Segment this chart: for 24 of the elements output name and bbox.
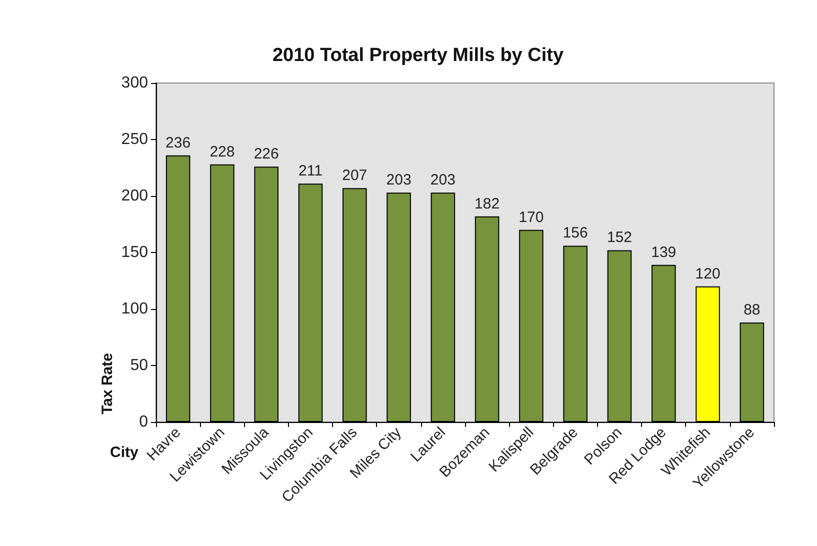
x-axis-title: City	[110, 444, 139, 461]
y-tick-label: 150	[121, 244, 148, 261]
data-label: 88	[744, 302, 760, 319]
y-tick-label: 250	[121, 131, 148, 148]
chart-title: 2010 Total Property Mills by City	[272, 45, 564, 66]
y-tick-label: 100	[121, 300, 148, 318]
data-label: 207	[342, 167, 368, 184]
data-label: 152	[606, 229, 632, 246]
y-tick-label: 300	[121, 74, 148, 92]
data-label: 139	[651, 244, 676, 261]
y-axis-title: Tax Rate	[99, 353, 116, 414]
data-label: 228	[210, 143, 235, 160]
data-label: 226	[254, 146, 279, 163]
y-tick-label: 50	[130, 357, 148, 374]
data-label: 170	[518, 208, 544, 226]
y-tick-label: 200	[121, 188, 148, 204]
data-label: 120	[695, 265, 720, 282]
data-label: 211	[298, 162, 322, 180]
data-label: 182	[474, 195, 500, 212]
data-label: 203	[430, 172, 456, 189]
data-label: 203	[386, 172, 412, 189]
data-label: 236	[166, 134, 191, 152]
y-tick-label: 0	[139, 414, 148, 430]
data-label: 156	[562, 224, 588, 242]
